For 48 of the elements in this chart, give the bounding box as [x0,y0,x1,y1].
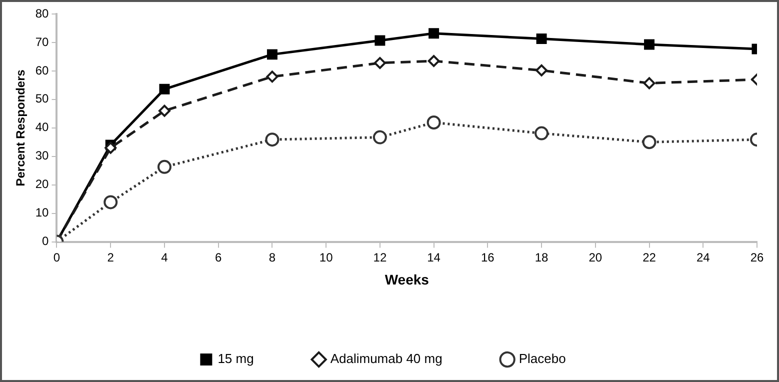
point [428,54,440,67]
y-axis-title: Percent Responders [14,69,28,186]
x-tick-label: 22 [642,250,656,264]
x-tick-label: 10 [319,250,334,264]
x-tick-label: 26 [750,250,764,264]
point [372,130,387,144]
point [159,84,170,94]
point [374,35,386,46]
x-tick-label: 6 [215,250,222,264]
point [534,126,549,140]
x-tick-label: 14 [427,250,441,264]
y-tick-label: 30 [35,148,50,163]
x-tick-label: 2 [107,250,114,264]
y-tick-label: 0 [42,234,50,248]
point [266,49,278,60]
point [157,160,172,174]
y-tick-label: 10 [35,206,50,220]
x-tick-label: 0 [53,250,60,264]
point [265,132,280,147]
legend-label: 15 mg [218,351,254,366]
x-tick-label: 20 [588,250,602,264]
point [642,135,656,150]
point [536,34,547,44]
x-tick-label: 8 [268,250,276,264]
x-axis-title: Weeks [384,271,430,288]
x-tick-label: 16 [480,250,495,264]
x-tick-label: 18 [534,250,549,264]
point [644,39,655,50]
point [266,70,278,83]
point [536,64,548,76]
x-tick-label: 12 [373,250,387,264]
point [158,104,170,117]
y-tick-label: 50 [35,92,50,106]
y-tick-label: 20 [35,177,50,192]
legend-label: Adalimumab 40 mg [330,351,442,366]
x-tick-label: 24 [696,250,710,264]
y-tick-label: 80 [35,6,50,20]
point [374,56,386,69]
y-tick-label: 60 [35,63,50,78]
point [426,115,441,130]
point [643,77,656,90]
point [104,195,118,210]
y-tick-label: 40 [35,120,50,134]
x-tick-label: 4 [161,250,168,264]
legend-label: Placebo [518,351,566,366]
point [104,142,117,154]
y-tick-label: 70 [35,34,50,49]
point [428,28,440,39]
